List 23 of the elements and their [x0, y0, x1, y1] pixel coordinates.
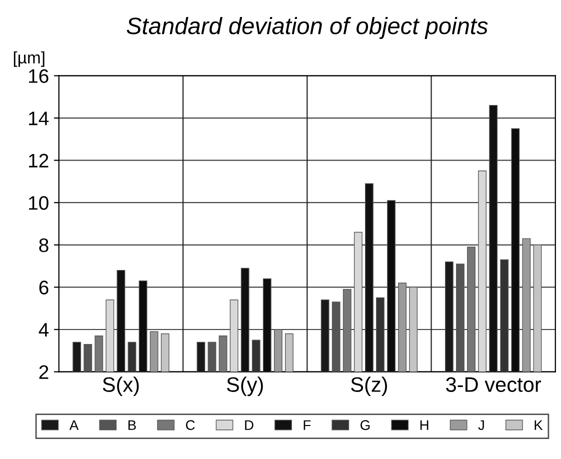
legend-label: G	[360, 420, 370, 430]
y-tick-label: 4	[38, 323, 49, 337]
x-tick-label: 3-D vector	[446, 377, 542, 392]
y-tick-label: 12	[29, 154, 48, 168]
x-tick-label: S(y)	[226, 376, 263, 396]
y-tick-label: 2	[39, 365, 48, 379]
y-tick-label: 10	[29, 196, 48, 210]
legend-label: J	[478, 420, 484, 430]
legend-label: B	[128, 420, 136, 430]
y-tick-label: 14	[29, 112, 49, 126]
y-axis-title: [µm]	[14, 51, 44, 67]
chart-title: Standard deviation of object points	[126, 16, 488, 39]
y-tick-label: 8	[39, 238, 48, 252]
x-tick-label: S(x)	[102, 376, 139, 396]
x-tick-label: S(z)	[351, 376, 388, 396]
legend-label: A	[69, 420, 79, 430]
legend-label: C	[186, 420, 195, 430]
legend-label: H	[420, 420, 428, 430]
legend-label: K	[534, 420, 543, 430]
y-tick-label: 16	[29, 69, 48, 83]
legend-label: F	[304, 420, 311, 430]
y-tick-label: 6	[39, 280, 48, 294]
legend-label: D	[245, 420, 254, 430]
